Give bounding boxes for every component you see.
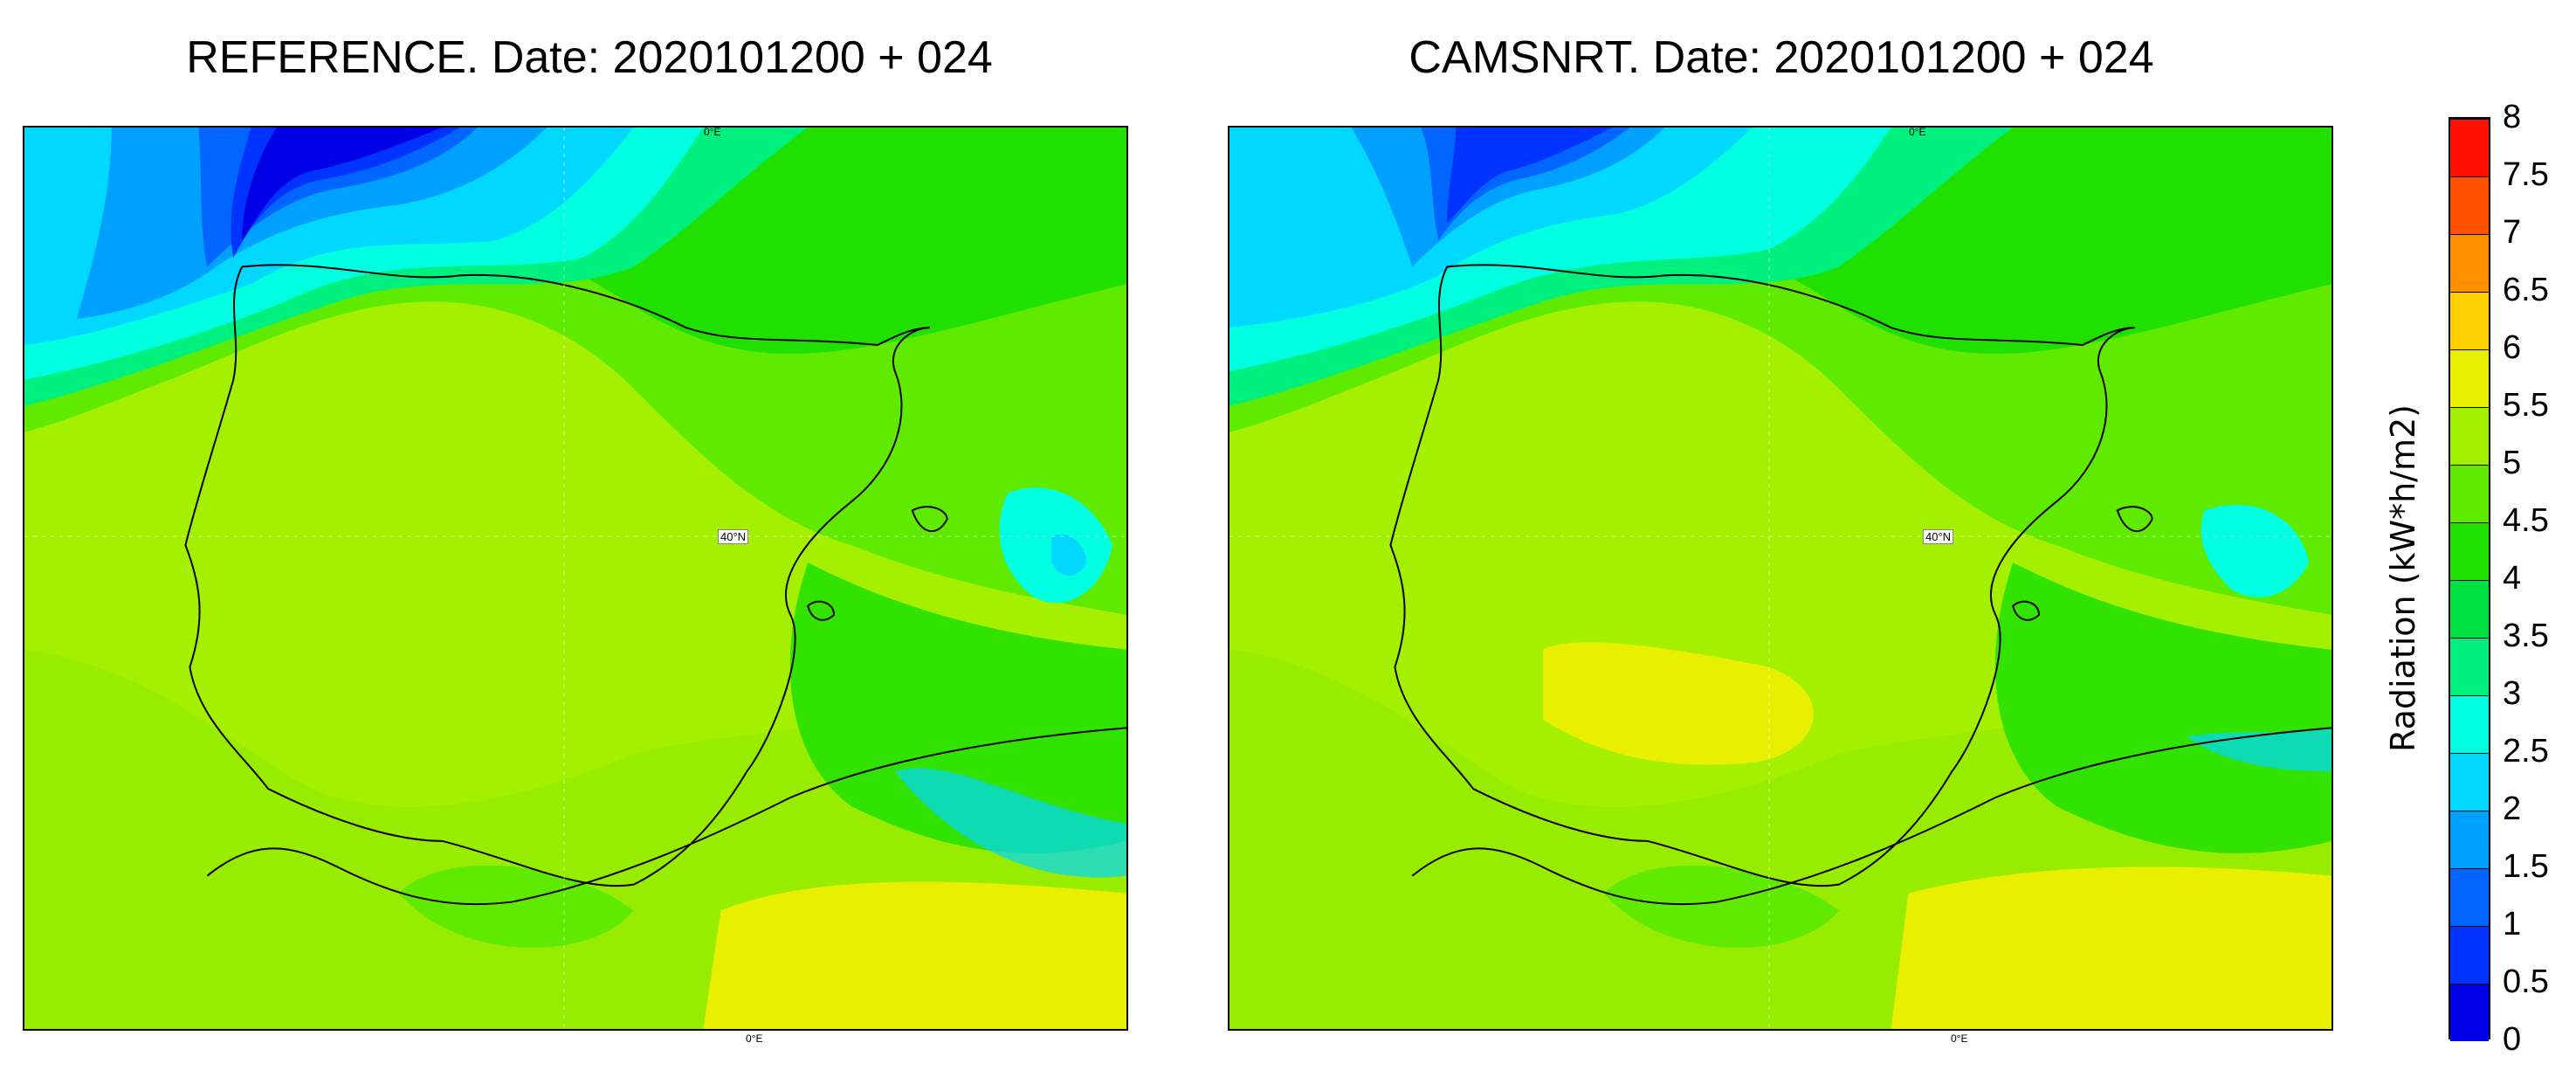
colorbar bbox=[2449, 117, 2490, 1041]
colorbar-tick-label: 0 bbox=[2503, 1021, 2522, 1058]
colorbar-segment bbox=[2450, 292, 2489, 349]
colorbar-segment bbox=[2450, 119, 2489, 176]
colorbar-tick-label: 5 bbox=[2503, 445, 2522, 481]
lon-label-top: 0°E bbox=[1909, 126, 1926, 138]
colorbar-segment bbox=[2450, 638, 2489, 695]
colorbar-tick-label: 8 bbox=[2503, 99, 2522, 135]
colorbar-segment bbox=[2450, 580, 2489, 638]
lon-label-bottom-right: 0°E bbox=[1951, 1032, 1968, 1045]
map-panel-reference[interactable]: 0°E 40°N bbox=[23, 126, 1128, 1031]
colorbar-tick-label: 6.5 bbox=[2503, 272, 2549, 308]
colorbar-segment bbox=[2450, 984, 2489, 1041]
colorbar-tick-label: 4 bbox=[2503, 560, 2522, 597]
colorbar-tick-label: 1 bbox=[2503, 906, 2522, 942]
colorbar-segment bbox=[2450, 176, 2489, 234]
colorbar-segment bbox=[2450, 868, 2489, 926]
lon-label-top: 0°E bbox=[704, 126, 721, 138]
colorbar-label: Radiation (kW*h/m2) bbox=[2384, 404, 2422, 752]
colorbar-segment bbox=[2450, 926, 2489, 984]
colorbar-segment bbox=[2450, 753, 2489, 811]
colorbar-tick-label: 3.5 bbox=[2503, 618, 2549, 654]
colorbar-segment bbox=[2450, 234, 2489, 292]
colorbar-tick-label: 7.5 bbox=[2503, 156, 2549, 193]
colorbar-tick-label: 6 bbox=[2503, 329, 2522, 366]
radiation-map-reference bbox=[24, 128, 1126, 1029]
colorbar-tick-label: 2.5 bbox=[2503, 733, 2549, 770]
colorbar-segment bbox=[2450, 465, 2489, 522]
colorbar-tick-label: 3 bbox=[2503, 675, 2522, 712]
panel-title-camsnrt: CAMSNRT. Date: 2020101200 + 024 bbox=[1409, 32, 2154, 83]
colorbar-tick-label: 1.5 bbox=[2503, 848, 2549, 885]
colorbar-tick-label: 5.5 bbox=[2503, 387, 2549, 424]
map-panel-camsnrt[interactable]: 0°E 40°N bbox=[1228, 126, 2333, 1031]
colorbar-tick-label: 0.5 bbox=[2503, 963, 2549, 1000]
lat-label: 40°N bbox=[1923, 529, 1954, 544]
colorbar-segment bbox=[2450, 349, 2489, 407]
colorbar-segment bbox=[2450, 522, 2489, 580]
colorbar-tick-label: 4.5 bbox=[2503, 502, 2549, 539]
radiation-map-camsnrt bbox=[1229, 128, 2331, 1029]
colorbar-tick-label: 2 bbox=[2503, 790, 2522, 827]
colorbar-segment bbox=[2450, 407, 2489, 465]
colorbar-segment bbox=[2450, 695, 2489, 753]
lat-label: 40°N bbox=[718, 529, 749, 544]
colorbar-tick-label: 7 bbox=[2503, 214, 2522, 251]
colorbar-segment bbox=[2450, 811, 2489, 868]
panel-title-reference: REFERENCE. Date: 2020101200 + 024 bbox=[186, 32, 993, 83]
lon-label-bottom-left: 0°E bbox=[746, 1032, 763, 1045]
